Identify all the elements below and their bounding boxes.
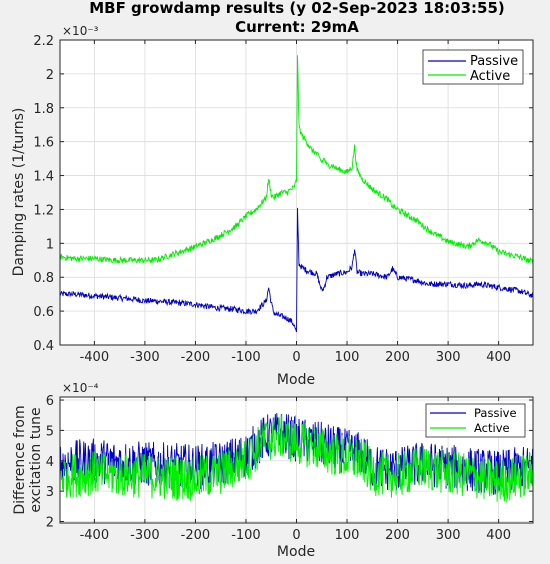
bottom-y-tick-label: 6 — [46, 394, 54, 409]
chart-title-line-2: Current: 29mA — [235, 18, 359, 36]
top-y-exponent-label: ×10⁻³ — [62, 24, 99, 38]
bottom-x-tick-label: 400 — [486, 528, 511, 543]
bottom-y-tick-label: 4 — [46, 455, 54, 470]
top-y-tick-label: 1.4 — [33, 170, 54, 185]
top-x-tick-label: 0 — [292, 350, 300, 365]
top-plot-ticks: -400 -300 -200 -100 0 100 200 300 400 0.4 0.6 0.8 1 1… — [33, 34, 533, 365]
top-y-tick-label: 1.6 — [33, 136, 54, 151]
top-y-tick-label: 1 — [46, 237, 54, 252]
top-legend-box — [422, 49, 524, 85]
bottom-x-tick-label: 0 — [292, 528, 300, 543]
top-legend-active-label: Active — [470, 69, 510, 84]
bottom-x-tick-label: 200 — [385, 528, 410, 543]
top-plot-data — [59, 55, 534, 333]
bottom-legend-active-label: Active — [474, 421, 510, 435]
top-y-tick-label: 0.8 — [33, 271, 54, 286]
top-series-passive — [59, 207, 534, 333]
top-y-tick-label: 2.2 — [33, 34, 54, 49]
top-x-tick-label: -200 — [181, 350, 211, 365]
bottom-plot: -400 -300 -200 -100 0 100 200 300 400 2 3 4 5 6 ×10⁻⁴… — [12, 381, 534, 560]
bottom-x-tick-label: -100 — [231, 528, 261, 543]
top-legend: Passive Active — [422, 49, 524, 85]
chart-title-line-1: MBF growdamp results (y 02-Sep-2023 18:0… — [89, 0, 505, 17]
bottom-legend: Passive Active — [425, 403, 526, 438]
bottom-plot-ticks: -400 -300 -200 -100 0 100 200 300 400 2 3 4 5 6 — [46, 394, 533, 543]
top-y-tick-label: 2 — [46, 68, 54, 83]
bottom-plot-data — [59, 413, 534, 503]
top-series-active — [59, 55, 534, 265]
top-y-tick-label: 0.4 — [33, 339, 54, 354]
bottom-y-axis-label-line-2: excitation tune — [28, 407, 44, 512]
top-x-tick-label: -400 — [80, 350, 110, 365]
top-x-axis-label: Mode — [277, 372, 315, 388]
bottom-x-tick-label: -300 — [130, 528, 160, 543]
top-y-tick-label: 0.6 — [33, 305, 54, 320]
top-x-tick-label: 200 — [385, 350, 410, 365]
top-y-axis-label: Damping rates (1/turns) — [11, 108, 27, 277]
top-y-tick-label: 1.8 — [33, 102, 54, 117]
bottom-y-tick-label: 2 — [46, 515, 54, 530]
bottom-x-tick-label: 100 — [335, 528, 360, 543]
bottom-legend-passive-label: Passive — [474, 406, 517, 420]
bottom-x-tick-label: 300 — [436, 528, 461, 543]
top-x-tick-label: 400 — [486, 350, 511, 365]
bottom-y-axis-label-line-1: Difference from — [12, 405, 28, 514]
top-plot: -400 -300 -200 -100 0 100 200 300 400 0.4 0.6 0.8 1 1… — [11, 24, 534, 388]
top-x-tick-label: 300 — [436, 350, 461, 365]
bottom-y-tick-label: 5 — [46, 424, 54, 439]
top-x-tick-label: 100 — [335, 350, 360, 365]
bottom-x-axis-label: Mode — [277, 544, 315, 560]
top-x-tick-label: -300 — [130, 350, 160, 365]
bottom-legend-box — [425, 403, 526, 438]
bottom-series-active — [59, 413, 534, 503]
top-x-tick-label: -100 — [231, 350, 261, 365]
bottom-y-tick-label: 3 — [46, 485, 54, 500]
top-y-tick-label: 1.2 — [33, 203, 54, 218]
bottom-x-tick-label: -400 — [80, 528, 110, 543]
top-legend-passive-label: Passive — [470, 54, 518, 69]
bottom-series-passive — [59, 413, 534, 495]
bottom-y-exponent-label: ×10⁻⁴ — [62, 381, 99, 395]
bottom-x-tick-label: -200 — [181, 528, 211, 543]
